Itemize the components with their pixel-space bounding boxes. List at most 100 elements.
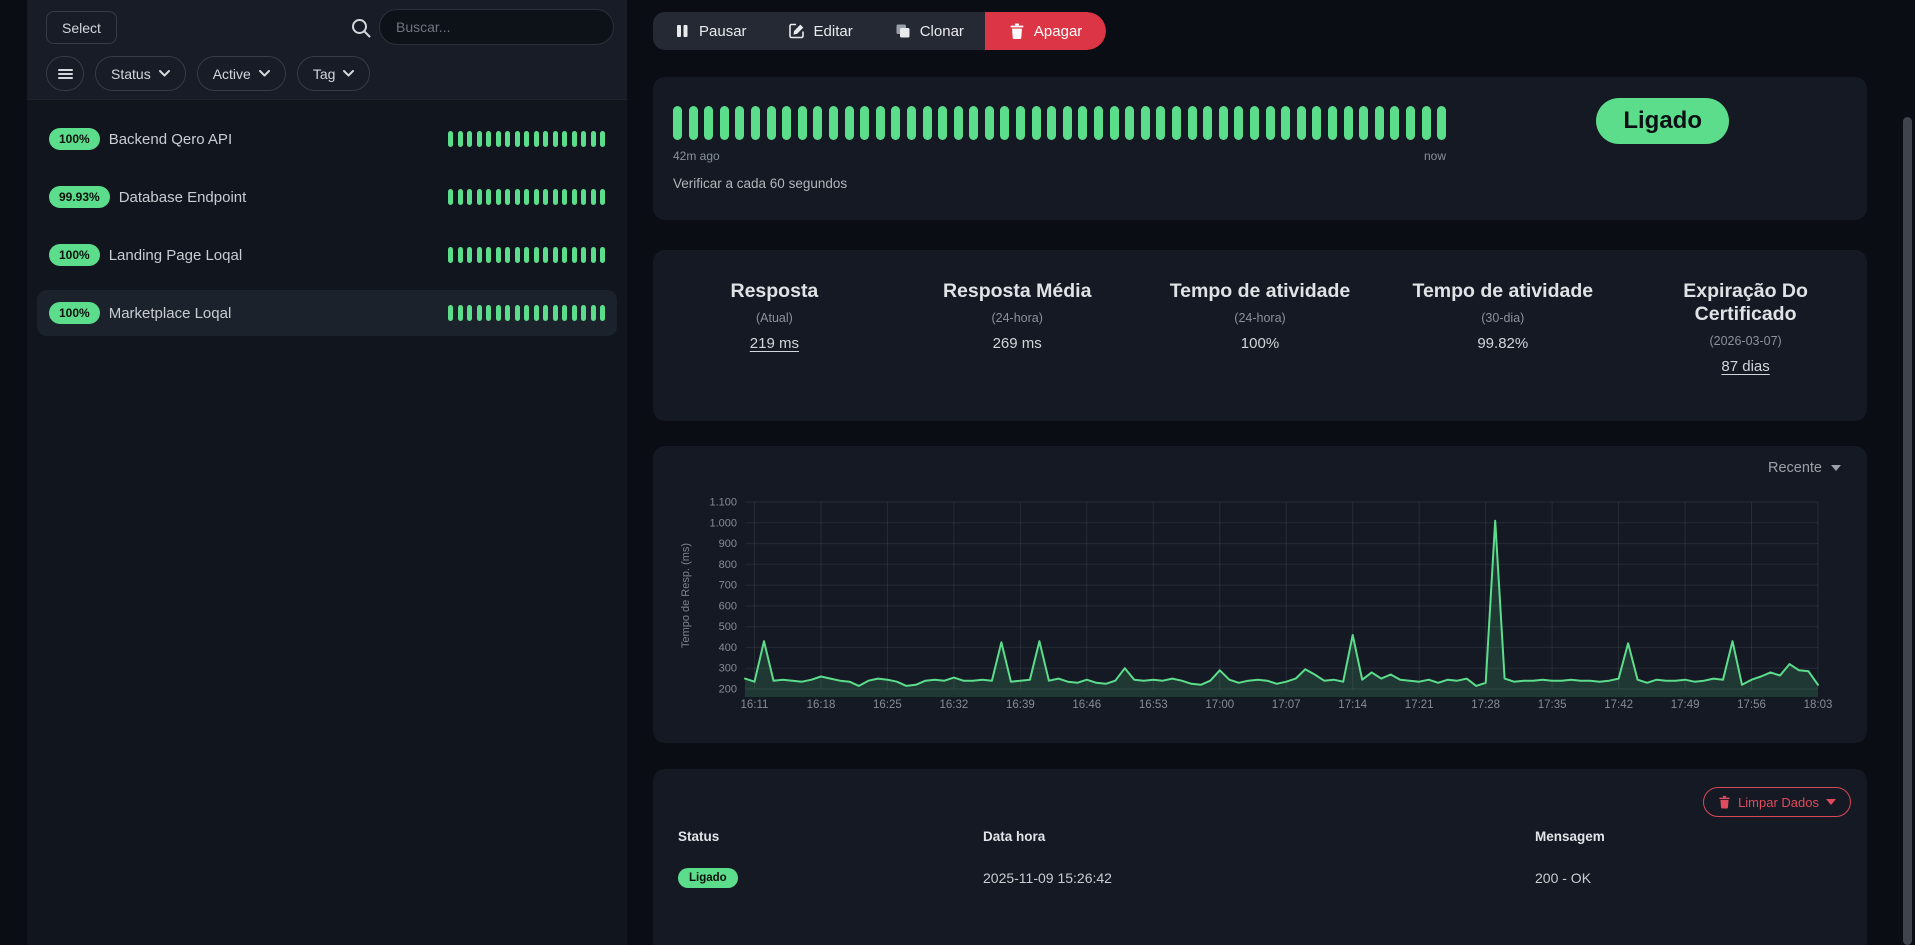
stat-value: 269 ms [992,335,1042,352]
svg-text:17:49: 17:49 [1671,699,1700,711]
edit-icon [788,23,804,39]
column-header-datetime: Data hora [983,829,1046,844]
monitor-list-item-marketplace-loqal[interactable]: 100% Marketplace Loqal [37,290,617,336]
stat-title: Expiração Do Certificado [1683,280,1808,325]
heartbeat-bar-mini [448,131,605,147]
monitor-name: Backend Qero API [108,130,233,148]
svg-text:16:46: 16:46 [1072,699,1101,711]
event-datetime: 2025-11-09 15:26:42 [983,870,1112,886]
svg-text:17:00: 17:00 [1205,699,1234,711]
column-header-message: Mensagem [1535,829,1605,844]
check-interval-text: Verificar a cada 60 segundos [673,176,848,191]
chart-period-label: Recente [1767,460,1822,476]
chevron-down-icon [158,70,170,77]
search-icon [352,19,371,38]
filter-row: Status Active Tag [46,56,371,91]
svg-text:500: 500 [719,621,737,633]
monitor-name: Landing Page Loqal [108,246,243,264]
stat-uptime-30d: Tempo de atividade (30-dia) 99.82% [1381,280,1624,375]
svg-text:16:32: 16:32 [940,699,969,711]
svg-text:17:14: 17:14 [1338,699,1367,711]
stat-subtitle: (24-hora) [1234,311,1286,325]
stat-title: Tempo de atividade [1169,280,1351,302]
stat-cert-expiry: Expiração Do Certificado (2026-03-07) 87… [1624,280,1867,375]
uptime-badge: 99.93% [49,186,110,208]
svg-text:700: 700 [719,580,737,592]
select-button[interactable]: Select [46,11,117,44]
page-scrollbar[interactable] [1903,117,1912,945]
uptime-badge: 100% [49,244,100,266]
svg-text:17:35: 17:35 [1538,699,1567,711]
stat-title: Resposta [730,280,819,302]
stat-value: 219 ms [749,335,799,352]
monitor-name: Database Endpoint [118,188,247,206]
stat-uptime-24h: Tempo de atividade (24-hora) 100% [1139,280,1382,375]
uptime-badge: 100% [49,302,100,324]
monitor-list-item-database-endpoint[interactable]: 99.93% Database Endpoint [37,174,617,220]
svg-text:1.000: 1.000 [709,517,737,529]
search-input[interactable] [379,9,614,45]
delete-button[interactable]: Apagar [984,12,1107,50]
trash-icon [1719,795,1730,809]
list-filter-button[interactable] [46,56,84,91]
events-table-header: Status Data hora Mensagem [678,829,1842,844]
clone-button[interactable]: Clonar [873,12,985,50]
status-filter-dropdown[interactable]: Status [95,56,186,91]
svg-text:16:53: 16:53 [1139,699,1168,711]
caret-down-icon [1831,465,1841,471]
svg-text:17:56: 17:56 [1737,699,1766,711]
sidebar-header: Select Status Active [27,0,627,100]
svg-text:800: 800 [719,559,737,571]
tag-filter-label: Tag [312,65,336,82]
monitor-actions-toolbar: Pausar Editar Clonar Apagar [653,12,1107,50]
svg-text:Tempo de Resp. (ms): Tempo de Resp. (ms) [680,543,692,648]
pause-button[interactable]: Pausar [653,12,768,50]
events-table: Status Data hora Mensagem Ligado 2025-11… [653,829,1867,888]
chart-panel: 1.100 1.000 900 800 700 600 500 400 300 200 16:11 1… [653,446,1867,743]
events-table-row: Ligado 2025-11-09 15:26:42 200 - OK [678,868,1842,888]
sidebar: Select Status Active [27,0,627,945]
heartbeat-now-label: now [1423,149,1446,163]
caret-down-icon [1826,799,1836,805]
stat-value: 99.82% [1477,335,1529,352]
pause-icon [677,25,688,37]
events-panel: Limpar Dados Status Data hora Mensagem L… [653,769,1867,945]
response-time-chart[interactable]: 1.100 1.000 900 800 700 600 500 400 300 200 16:11 1… [653,446,1867,743]
clear-data-button[interactable]: Limpar Dados [1703,787,1851,817]
stat-subtitle: (30-dia) [1481,311,1525,325]
stats-panel: Resposta (Atual) 219 ms Resposta Média (… [653,250,1867,421]
stat-subtitle: (2026-03-07) [1709,334,1782,348]
stat-value: 100% [1240,335,1280,352]
stat-subtitle: (Atual) [755,311,793,325]
event-message: 200 - OK [1535,870,1592,886]
svg-text:16:25: 16:25 [873,699,902,711]
heartbeat-bar-mini [448,305,605,321]
stat-subtitle: (24-hora) [991,311,1043,325]
heartbeat-panel: 42m ago now Verificar a cada 60 segundos… [653,77,1867,220]
svg-text:600: 600 [719,600,737,612]
svg-text:17:07: 17:07 [1272,699,1301,711]
svg-text:17:21: 17:21 [1405,699,1434,711]
clone-icon [896,24,910,38]
status-filter-label: Status [111,65,151,82]
stat-title: Resposta Média [942,280,1092,302]
list-icon [57,68,73,79]
svg-text:17:28: 17:28 [1471,699,1500,711]
monitor-list-item-backend-qero-api[interactable]: 100% Backend Qero API [37,116,617,162]
svg-text:16:39: 16:39 [1006,699,1035,711]
svg-text:900: 900 [719,538,737,550]
heartbeat-bar-mini [448,189,605,205]
stat-title: Tempo de atividade [1412,280,1594,302]
active-filter-label: Active [212,65,251,82]
edit-button[interactable]: Editar [767,12,874,50]
stat-response-avg: Resposta Média (24-hora) 269 ms [896,280,1139,375]
monitor-list-item-landing-page-loqal[interactable]: 100% Landing Page Loqal [37,232,617,278]
chart-period-dropdown[interactable]: Recente [1768,460,1841,476]
svg-text:200: 200 [719,684,737,696]
svg-text:16:18: 16:18 [807,699,836,711]
active-filter-dropdown[interactable]: Active [196,56,286,91]
heartbeat-bar[interactable] [673,106,1447,140]
status-badge: Ligado [1596,98,1729,144]
heartbeat-bar-mini [448,247,605,263]
tag-filter-dropdown[interactable]: Tag [296,56,371,91]
